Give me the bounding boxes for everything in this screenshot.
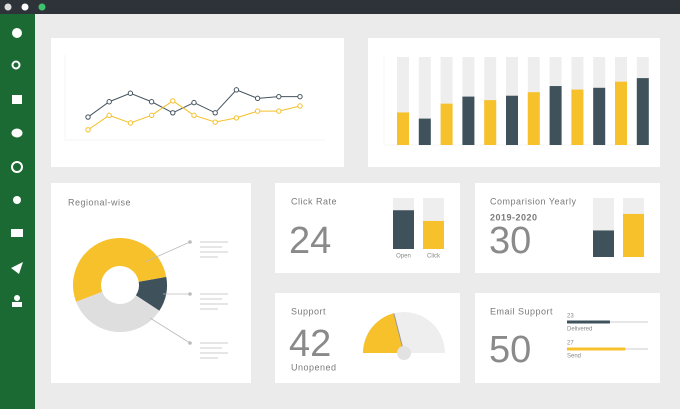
- bar: [593, 87, 606, 145]
- bar: [484, 100, 497, 145]
- donut-slice: [72, 237, 167, 302]
- number-label: Unopened: [291, 362, 337, 372]
- line-marker: [127, 120, 134, 126]
- bar: [393, 210, 414, 249]
- donut-slice: [135, 276, 167, 311]
- gauge-hub: [397, 346, 411, 360]
- panel-title: Comparision Yearly: [490, 196, 577, 206]
- big-number: 24: [289, 220, 331, 262]
- bar: [462, 96, 475, 145]
- window-dot[interactable]: [21, 3, 29, 11]
- bar: [615, 81, 627, 145]
- line-marker: [170, 110, 176, 116]
- line-marker: [254, 108, 261, 114]
- leader-line: [144, 241, 191, 263]
- bar: [506, 95, 518, 145]
- line-marker: [127, 90, 134, 96]
- bar: [571, 89, 584, 145]
- line-marker: [148, 99, 155, 105]
- bar: [440, 103, 453, 145]
- line-marker: [85, 127, 91, 133]
- panel-title: Email Support: [490, 306, 553, 316]
- bar: [593, 230, 614, 257]
- big-number: 50: [489, 329, 531, 371]
- line-marker: [106, 99, 112, 105]
- bar-count: 27: [567, 341, 574, 347]
- icon-dashboard[interactable]: [12, 28, 22, 38]
- leader-dot: [188, 292, 192, 296]
- leader-dot: [188, 341, 192, 345]
- sidebar: [0, 14, 35, 409]
- icon-send[interactable]: [11, 262, 23, 274]
- panel-title: Regional-wise: [68, 197, 131, 207]
- line-marker: [276, 108, 282, 114]
- bar: [549, 86, 562, 145]
- gauge-value: [363, 313, 404, 353]
- line-marker: [85, 114, 91, 120]
- icon-chart[interactable]: [12, 95, 22, 104]
- line-marker: [297, 103, 303, 109]
- donut-slice: [76, 291, 160, 333]
- bar: [636, 78, 649, 145]
- bar-count: 23: [567, 314, 574, 320]
- bar-label: Send: [567, 354, 581, 360]
- bar: [397, 112, 409, 145]
- icon-chat[interactable]: [11, 128, 23, 138]
- icon-mail[interactable]: [11, 229, 23, 237]
- panel-title: Click Rate: [291, 196, 337, 206]
- bar: [567, 347, 626, 351]
- leader-dot: [188, 240, 192, 244]
- big-number: 30: [489, 220, 531, 262]
- bar: [418, 118, 431, 145]
- line-marker: [191, 112, 197, 119]
- line-marker: [254, 95, 261, 102]
- line-marker: [212, 110, 218, 116]
- bar-label: Delivered: [567, 327, 592, 333]
- window-dot[interactable]: [4, 3, 12, 11]
- bar: [623, 213, 644, 257]
- bar-label: Open: [396, 254, 411, 260]
- icon-at[interactable]: [11, 161, 23, 173]
- bar: [527, 92, 540, 145]
- sidebar-icons: [11, 28, 23, 307]
- line-marker: [276, 93, 282, 100]
- line-marker: [106, 112, 112, 119]
- panel: [51, 38, 344, 167]
- icon-user[interactable]: [14, 295, 20, 301]
- line-marker: [233, 115, 240, 121]
- window-bar: [0, 0, 680, 14]
- panel-title: Support: [291, 306, 326, 316]
- big-number: 42: [289, 323, 331, 365]
- leader-line: [149, 317, 191, 344]
- icon-user[interactable]: [12, 302, 22, 307]
- line-marker: [191, 99, 197, 106]
- icon-phone[interactable]: [13, 196, 21, 204]
- line-marker: [148, 112, 155, 119]
- bar: [423, 220, 444, 249]
- bar: [567, 320, 610, 324]
- line-marker: [233, 87, 240, 93]
- window-dot[interactable]: [38, 3, 46, 11]
- line-marker: [170, 98, 176, 104]
- panel: [475, 293, 660, 383]
- line-marker: [297, 93, 303, 100]
- panel-subtitle: 2019-2020: [490, 212, 538, 222]
- bar-label: Click: [427, 254, 441, 260]
- icon-search[interactable]: [11, 60, 21, 70]
- legend-placeholders: [200, 241, 228, 359]
- line-marker: [212, 119, 218, 125]
